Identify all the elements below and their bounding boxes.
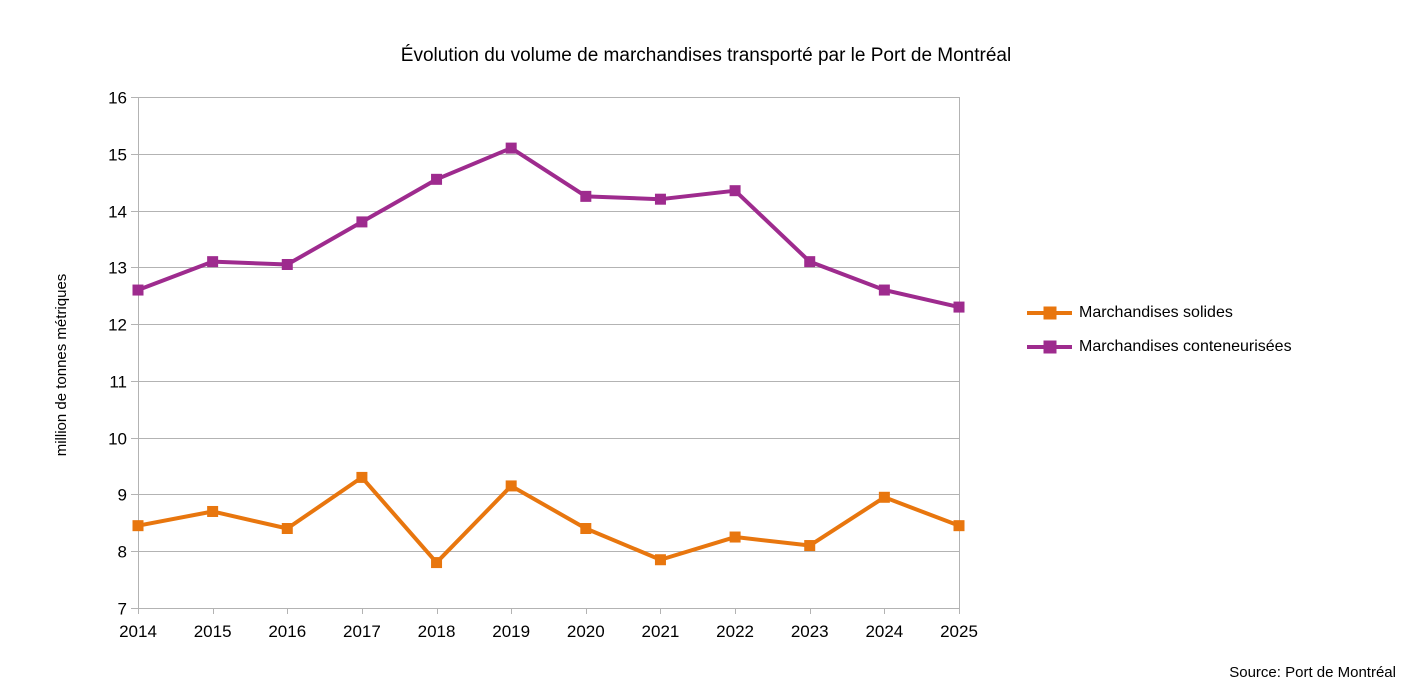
data-point-marker	[207, 256, 219, 268]
source-note: Source: Port de Montréal	[1229, 664, 1396, 681]
x-tick-label: 2014	[119, 622, 157, 641]
x-tick-label: 2015	[194, 622, 232, 641]
legend: Marchandises solides Marchandises conten…	[1027, 296, 1292, 364]
y-tick-label: 7	[118, 600, 127, 619]
data-point-marker	[281, 523, 293, 535]
y-tick-label: 12	[108, 316, 127, 335]
series-line	[137, 146, 960, 310]
y-tick-label: 11	[109, 373, 127, 392]
data-point-marker	[953, 301, 965, 313]
y-tick-label: 16	[108, 89, 127, 108]
legend-item-conteneurisees: Marchandises conteneurisées	[1027, 330, 1292, 364]
x-tick-label: 2021	[642, 622, 680, 641]
data-point-marker	[431, 557, 443, 569]
x-tick-label: 2017	[343, 622, 381, 641]
x-tick-label: 2022	[716, 622, 754, 641]
data-point-marker	[281, 258, 293, 270]
y-tick-label: 10	[108, 430, 127, 449]
x-tick-label: 2018	[418, 622, 456, 641]
x-tick-label: 2019	[492, 622, 530, 641]
data-point-marker	[431, 173, 443, 185]
legend-label-conteneurisees: Marchandises conteneurisées	[1079, 338, 1292, 355]
data-point-marker	[580, 523, 592, 535]
data-point-marker	[207, 505, 219, 517]
legend-item-solides: Marchandises solides	[1027, 296, 1292, 330]
x-tick-label: 2024	[865, 622, 903, 641]
data-point-marker	[804, 540, 816, 552]
x-tick-label: 2016	[268, 622, 306, 641]
data-point-marker	[356, 471, 368, 483]
data-point-marker	[356, 216, 368, 228]
data-point-marker	[878, 284, 890, 296]
data-point-marker	[132, 284, 144, 296]
y-tick-label: 15	[108, 146, 127, 165]
legend-swatch-conteneurisees-icon	[1027, 345, 1072, 349]
data-point-marker	[729, 531, 741, 543]
legend-label-solides: Marchandises solides	[1079, 304, 1233, 321]
y-tick-label: 8	[118, 543, 127, 562]
y-tick-label: 9	[118, 486, 127, 505]
data-point-marker	[505, 142, 517, 154]
data-point-marker	[580, 190, 592, 202]
y-tick-label: 13	[108, 259, 127, 278]
series-line	[137, 475, 960, 565]
x-tick-label: 2025	[940, 622, 978, 641]
x-tick-label: 2020	[567, 622, 605, 641]
x-tick-label: 2023	[791, 622, 829, 641]
data-point-marker	[505, 480, 517, 492]
legend-swatch-solides-icon	[1027, 311, 1072, 315]
data-point-marker	[953, 520, 965, 532]
data-point-marker	[729, 185, 741, 197]
data-point-marker	[654, 193, 666, 205]
data-point-marker	[132, 520, 144, 532]
y-tick-label: 14	[108, 203, 127, 222]
data-point-marker	[804, 256, 816, 268]
data-point-marker	[878, 491, 890, 503]
data-point-marker	[654, 554, 666, 566]
chart-title: Évolution du volume de marchandises tran…	[400, 45, 1012, 66]
